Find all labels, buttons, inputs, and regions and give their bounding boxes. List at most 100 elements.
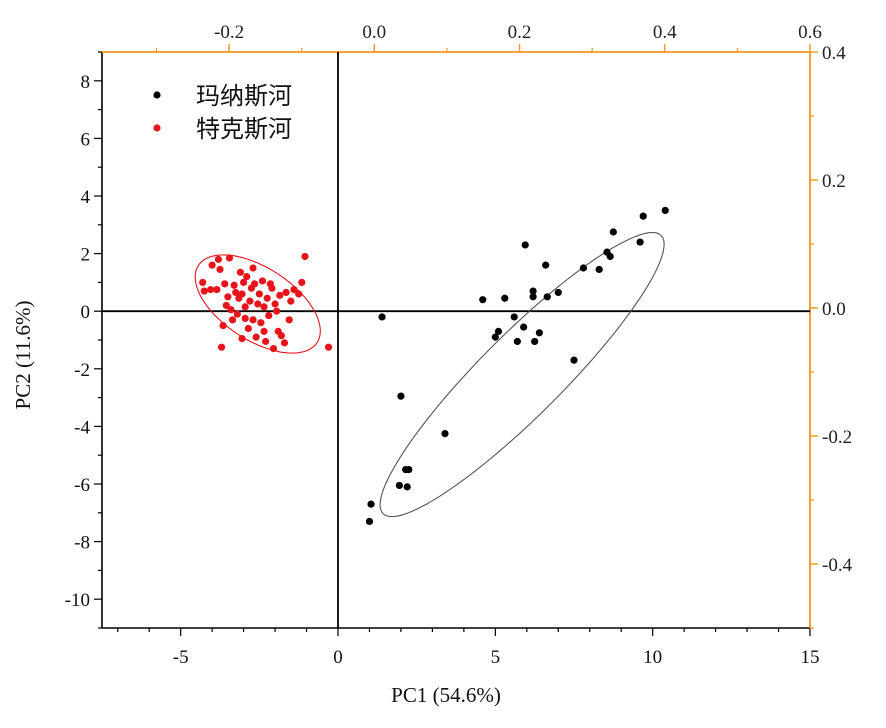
- point-tekes: [244, 324, 252, 333]
- point-tekes: [260, 327, 268, 335]
- point-manas: [501, 294, 509, 302]
- point-tekes: [273, 307, 281, 315]
- point-manas: [595, 265, 603, 274]
- x2-tick-label: -0.2: [214, 22, 244, 43]
- x-tick-label: 5: [491, 647, 501, 668]
- point-manas: [529, 293, 537, 301]
- point-manas: [513, 337, 521, 346]
- point-tekes: [230, 281, 238, 289]
- point-tekes: [214, 255, 223, 263]
- x-tick-label: 0: [333, 647, 343, 668]
- y-tick-label: -2: [74, 360, 90, 381]
- point-tekes: [252, 333, 260, 341]
- confidence-ellipse-manas: [379, 231, 665, 518]
- point-tekes: [219, 322, 227, 330]
- point-manas: [479, 296, 487, 304]
- x2-tick-label: 0.4: [653, 22, 677, 43]
- point-manas: [636, 238, 644, 246]
- point-manas: [542, 261, 550, 269]
- legend-label: 玛纳斯河: [196, 82, 292, 110]
- point-manas: [579, 264, 588, 272]
- point-tekes: [258, 277, 267, 285]
- point-manas: [543, 293, 551, 301]
- legend-marker: [153, 91, 161, 99]
- point-manas: [365, 517, 374, 526]
- y-tick-label: 2: [81, 245, 91, 266]
- point-tekes: [221, 280, 229, 288]
- point-manas: [554, 288, 562, 297]
- point-tekes: [200, 287, 208, 295]
- point-manas: [606, 252, 614, 261]
- point-tekes: [216, 265, 224, 274]
- point-tekes: [206, 286, 215, 294]
- point-tekes: [240, 278, 248, 286]
- point-tekes: [263, 294, 271, 302]
- point-tekes: [232, 288, 240, 297]
- point-tekes: [262, 337, 270, 346]
- point-tekes: [213, 286, 221, 294]
- point-tekes: [266, 280, 274, 288]
- legend-label: 特克斯河: [196, 115, 292, 143]
- point-tekes: [285, 316, 293, 324]
- point-manas: [520, 323, 528, 331]
- point-tekes: [243, 273, 251, 281]
- point-tekes: [290, 286, 298, 294]
- x-axis-title: PC1 (54.6%): [391, 683, 501, 707]
- point-tekes: [246, 297, 254, 305]
- point-manas: [395, 481, 403, 490]
- y-tick-label: 4: [81, 187, 91, 208]
- point-tekes: [249, 264, 257, 272]
- point-tekes: [282, 288, 290, 297]
- point-tekes: [271, 300, 279, 308]
- y2-tick-label: 0.0: [822, 299, 846, 320]
- y-tick-label: -6: [74, 475, 90, 496]
- y2-tick-label: -0.2: [822, 427, 852, 448]
- point-manas: [367, 500, 375, 508]
- y2-tick-label: 0.2: [822, 171, 846, 192]
- y2-tick-label: 0.4: [822, 43, 846, 64]
- point-manas: [378, 313, 386, 321]
- point-manas: [405, 466, 413, 474]
- point-tekes: [222, 301, 230, 310]
- x-tick-label: 10: [643, 647, 662, 668]
- point-manas: [494, 327, 503, 335]
- point-tekes: [295, 290, 303, 298]
- legend-marker: [153, 124, 161, 132]
- point-tekes: [260, 303, 268, 311]
- point-tekes: [233, 310, 241, 318]
- point-tekes: [249, 316, 257, 324]
- point-manas: [397, 392, 405, 400]
- y-axis-title: PC2 (11.6%): [11, 301, 35, 410]
- point-manas: [441, 430, 449, 438]
- point-manas: [661, 206, 669, 214]
- point-tekes: [265, 311, 273, 320]
- point-tekes: [227, 306, 235, 314]
- point-tekes: [228, 316, 237, 324]
- point-tekes: [238, 290, 246, 298]
- point-tekes: [298, 278, 306, 286]
- point-tekes: [238, 334, 246, 343]
- point-manas: [570, 356, 578, 364]
- y-tick-label: -10: [65, 590, 90, 611]
- point-manas: [491, 333, 499, 341]
- point-tekes: [324, 343, 333, 351]
- point-tekes: [217, 343, 226, 351]
- x2-tick-label: 0.0: [362, 22, 386, 43]
- y-tick-label: 0: [81, 302, 91, 323]
- point-tekes: [287, 297, 295, 305]
- point-tekes: [257, 319, 265, 327]
- y2-tick-label: -0.4: [822, 555, 853, 576]
- point-tekes: [241, 314, 249, 322]
- point-tekes: [255, 290, 263, 298]
- point-manas: [510, 313, 518, 321]
- point-tekes: [199, 278, 207, 286]
- point-manas: [403, 483, 411, 491]
- point-manas: [639, 212, 647, 220]
- point-tekes: [269, 345, 278, 353]
- x2-tick-label: 0.2: [508, 22, 532, 43]
- point-manas: [535, 329, 543, 337]
- y-tick-label: 6: [81, 129, 91, 150]
- point-tekes: [225, 254, 234, 262]
